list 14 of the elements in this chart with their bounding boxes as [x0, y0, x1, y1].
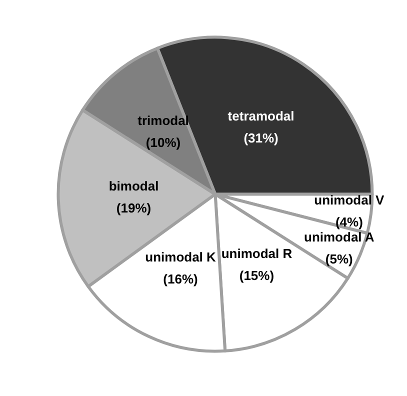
data-label: (19%) [116, 200, 152, 216]
data-label: (5%) [325, 251, 353, 266]
data-label: (4%) [335, 214, 363, 230]
slice-label: unimodal A [304, 229, 375, 244]
slice-label: unimodal K [145, 249, 217, 264]
slice-label: trimodal [138, 112, 189, 128]
data-label: (15%) [239, 268, 274, 283]
slice-label: bimodal [108, 178, 159, 194]
slice-label: tetramodal [228, 108, 294, 124]
data-label: (31%) [244, 130, 278, 146]
data-label: (10%) [146, 134, 181, 150]
slice-label: unimodal V [314, 192, 385, 208]
data-label: (16%) [163, 271, 198, 286]
slice-label: unimodal R [221, 246, 293, 261]
